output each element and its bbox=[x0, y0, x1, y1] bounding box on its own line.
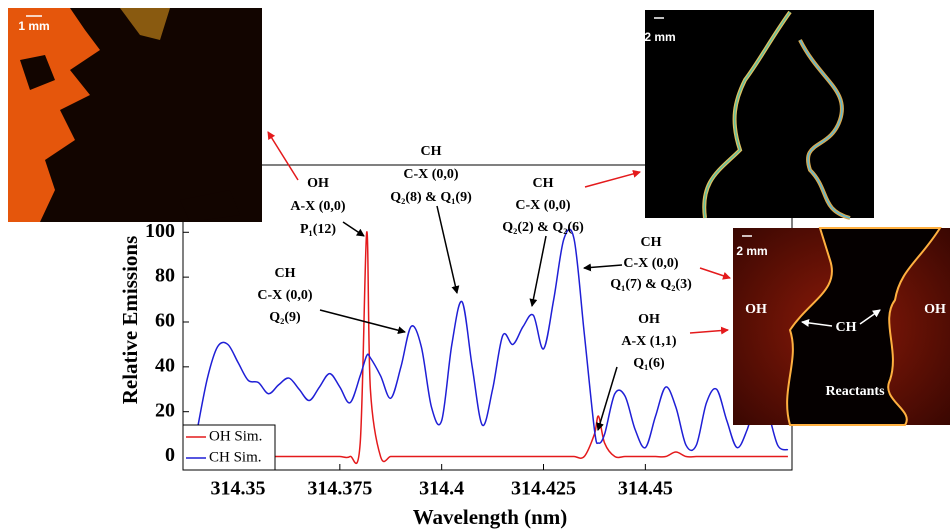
annotation: CH bbox=[275, 266, 296, 281]
annotations: OH A-X (0,0) P₁(12) CH C-X (0,0) Q₂(8) & Q₁(9… bbox=[257, 144, 692, 371]
y-tick-label: 100 bbox=[145, 220, 175, 242]
inset-image: 1 mm bbox=[8, 8, 262, 222]
annotation: A-X (0,0) bbox=[290, 199, 346, 214]
annotation: OH bbox=[307, 176, 329, 191]
x-tick-label: 314.45 bbox=[618, 478, 673, 500]
scale-label: 1 mm bbox=[18, 19, 49, 33]
inset-image: 2 mm bbox=[644, 10, 874, 220]
annotation: Q₁(7) & Q₂(3) bbox=[610, 277, 692, 292]
inset-label: OH bbox=[924, 302, 946, 317]
annotation: Q₂(2) & Q₂(6) bbox=[502, 220, 584, 235]
annotation: P₁(12) bbox=[300, 222, 336, 237]
inset-image: 2 mm OH CH OH Reactants bbox=[733, 227, 950, 426]
y-axis-label: Relative Emissions bbox=[118, 236, 142, 405]
annotation: A-X (1,1) bbox=[621, 334, 677, 349]
annotation: Q₂(9) bbox=[269, 310, 301, 325]
inset-label: Reactants bbox=[825, 384, 885, 399]
plot-area: 314.35 314.375 314.4 314.425 314.45 0 20 40 60 80… bbox=[145, 164, 793, 500]
y-tick-label: 80 bbox=[155, 265, 175, 287]
line-series bbox=[197, 231, 788, 465]
annotation: C-X (0,0) bbox=[623, 256, 679, 271]
inset-label: CH bbox=[836, 320, 857, 335]
x-tick-label: 314.35 bbox=[210, 478, 265, 500]
annotation: OH bbox=[638, 312, 660, 327]
inset-label: OH bbox=[745, 302, 767, 317]
y-tick-label: 0 bbox=[165, 444, 175, 466]
scale-label: 2 mm bbox=[644, 30, 675, 44]
legend: OH Sim. CH Sim. bbox=[182, 424, 276, 471]
annotation-arrows bbox=[267, 131, 731, 431]
line-series bbox=[196, 228, 789, 452]
annotation: CH bbox=[641, 235, 662, 250]
annotation: CH bbox=[533, 176, 554, 191]
annotation: C-X (0,0) bbox=[515, 198, 571, 213]
annotation: CH bbox=[421, 144, 442, 159]
x-axis-label: Wavelength (nm) bbox=[413, 505, 568, 529]
x-tick-label: 314.4 bbox=[419, 478, 464, 500]
x-tick-label: 314.375 bbox=[307, 478, 372, 500]
annotation: Q₂(8) & Q₁(9) bbox=[390, 190, 472, 205]
legend-label: OH Sim. bbox=[209, 428, 262, 444]
annotation: Q₁(6) bbox=[633, 356, 665, 371]
y-tick-label: 40 bbox=[155, 354, 175, 376]
annotation: C-X (0,0) bbox=[403, 167, 459, 182]
x-tick-label: 314.425 bbox=[511, 478, 576, 500]
y-tick-label: 20 bbox=[155, 399, 175, 421]
legend-label: CH Sim. bbox=[209, 449, 262, 465]
legend-box bbox=[182, 424, 276, 471]
annotation: C-X (0,0) bbox=[257, 288, 313, 303]
y-tick-label: 60 bbox=[155, 310, 175, 332]
scale-label: 2 mm bbox=[736, 244, 767, 258]
